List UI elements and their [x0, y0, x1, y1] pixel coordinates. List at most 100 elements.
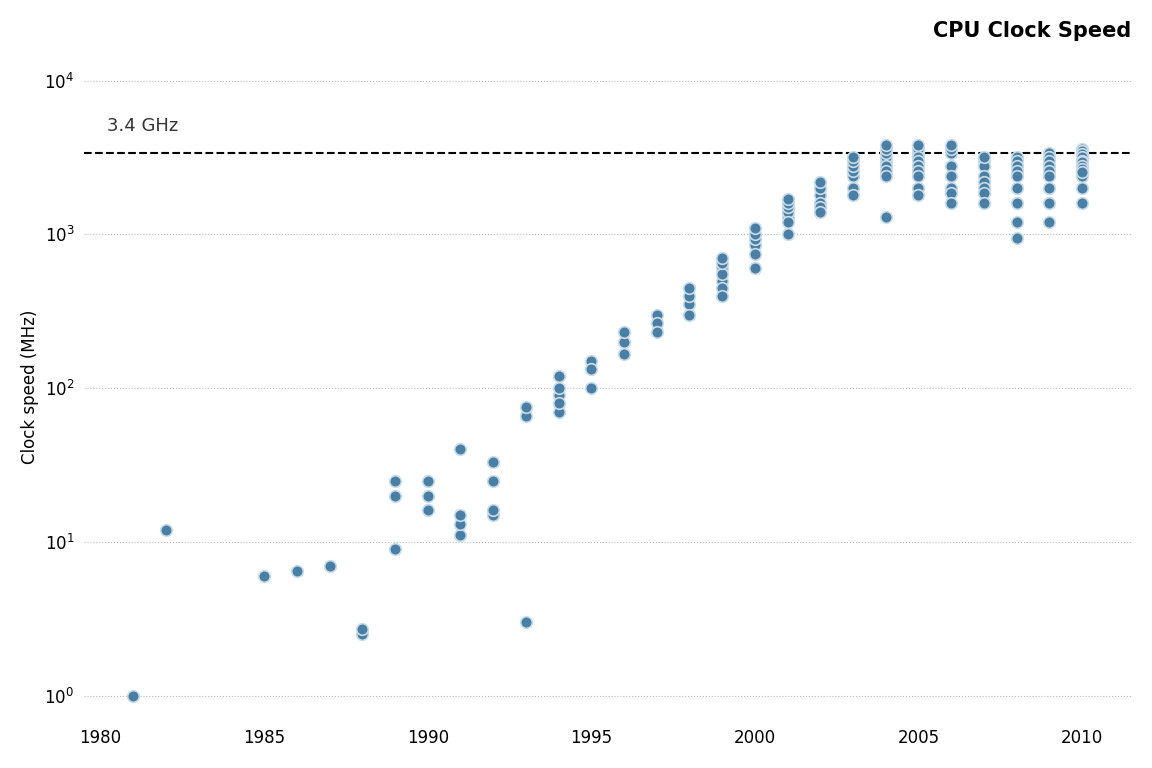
- Point: [1040, 147, 1059, 159]
- Point: [516, 616, 535, 628]
- Point: [779, 193, 797, 205]
- Point: [745, 233, 764, 245]
- Point: [1073, 160, 1091, 172]
- Point: [975, 197, 993, 209]
- Point: [1073, 155, 1091, 167]
- Point: [1008, 160, 1026, 172]
- Point: [452, 518, 470, 531]
- Point: [975, 160, 993, 172]
- Point: [157, 524, 175, 536]
- Point: [1073, 166, 1091, 178]
- Y-axis label: Clock speed (MHz): Clock speed (MHz): [21, 310, 39, 464]
- Point: [516, 401, 535, 413]
- Point: [550, 406, 568, 418]
- Point: [1073, 164, 1091, 177]
- Point: [843, 155, 862, 167]
- Point: [615, 348, 634, 360]
- Text: 3.4 GHz: 3.4 GHz: [107, 117, 179, 135]
- Point: [680, 298, 698, 310]
- Point: [811, 206, 829, 218]
- Point: [1008, 164, 1026, 177]
- Point: [843, 170, 862, 182]
- Point: [1008, 182, 1026, 194]
- Point: [1073, 182, 1091, 194]
- Point: [713, 252, 732, 264]
- Text: CPU Clock Speed: CPU Clock Speed: [933, 21, 1131, 41]
- Point: [1073, 197, 1091, 209]
- Point: [779, 197, 797, 209]
- Point: [745, 263, 764, 275]
- Point: [484, 508, 502, 521]
- Point: [550, 389, 568, 402]
- Point: [1008, 216, 1026, 228]
- Point: [909, 143, 927, 155]
- Point: [779, 206, 797, 218]
- Point: [779, 228, 797, 240]
- Point: [418, 505, 437, 517]
- Point: [1073, 151, 1091, 163]
- Point: [745, 239, 764, 251]
- Point: [124, 690, 143, 702]
- Point: [811, 189, 829, 201]
- Point: [909, 160, 927, 172]
- Point: [255, 570, 273, 582]
- Point: [942, 187, 961, 199]
- Point: [1073, 157, 1091, 169]
- Point: [452, 529, 470, 541]
- Point: [615, 336, 634, 348]
- Point: [909, 147, 927, 159]
- Point: [452, 443, 470, 455]
- Point: [418, 475, 437, 487]
- Point: [843, 151, 862, 163]
- Point: [418, 489, 437, 502]
- Point: [942, 139, 961, 151]
- Point: [877, 170, 895, 182]
- Point: [680, 309, 698, 321]
- Point: [745, 228, 764, 240]
- Point: [1008, 155, 1026, 167]
- Point: [909, 170, 927, 182]
- Point: [909, 139, 927, 151]
- Point: [484, 475, 502, 487]
- Point: [1073, 170, 1091, 182]
- Point: [811, 182, 829, 194]
- Point: [745, 247, 764, 260]
- Point: [582, 363, 600, 376]
- Point: [1040, 197, 1059, 209]
- Point: [909, 155, 927, 167]
- Point: [942, 182, 961, 194]
- Point: [353, 628, 371, 641]
- Point: [288, 564, 306, 577]
- Point: [713, 282, 732, 294]
- Point: [1040, 164, 1059, 177]
- Point: [745, 222, 764, 234]
- Point: [1008, 170, 1026, 182]
- Point: [909, 164, 927, 177]
- Point: [877, 147, 895, 159]
- Point: [452, 508, 470, 521]
- Point: [713, 274, 732, 286]
- Point: [1073, 143, 1091, 155]
- Point: [550, 369, 568, 382]
- Point: [975, 170, 993, 182]
- Point: [550, 397, 568, 409]
- Point: [1008, 197, 1026, 209]
- Point: [484, 456, 502, 468]
- Point: [647, 326, 666, 338]
- Point: [1040, 160, 1059, 172]
- Point: [779, 210, 797, 223]
- Point: [386, 489, 404, 502]
- Point: [713, 290, 732, 302]
- Point: [942, 143, 961, 155]
- Point: [713, 268, 732, 280]
- Point: [386, 543, 404, 555]
- Point: [615, 326, 634, 338]
- Point: [1073, 145, 1091, 157]
- Point: [843, 189, 862, 201]
- Point: [582, 382, 600, 394]
- Point: [877, 160, 895, 172]
- Point: [1040, 216, 1059, 228]
- Point: [909, 189, 927, 201]
- Point: [1073, 147, 1091, 160]
- Point: [843, 182, 862, 194]
